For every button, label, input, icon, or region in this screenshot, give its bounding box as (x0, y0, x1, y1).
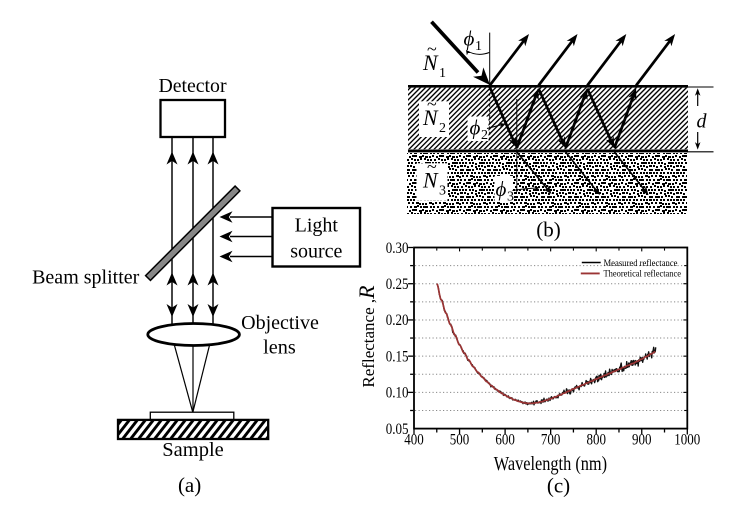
svg-text:0.05: 0.05 (386, 421, 409, 438)
svg-text:ϕ: ϕ (496, 177, 507, 201)
svg-text:Light: Light (295, 215, 339, 237)
svg-text:N: N (422, 106, 439, 130)
svg-text:0.30: 0.30 (386, 240, 409, 257)
svg-text:0.15: 0.15 (386, 348, 409, 365)
svg-text:Objective: Objective (241, 312, 319, 334)
svg-text:ϕ: ϕ (470, 116, 481, 140)
svg-text:1000: 1000 (674, 431, 700, 448)
svg-text:Wavelength (nm): Wavelength (nm) (494, 453, 607, 475)
svg-text:~: ~ (427, 94, 437, 114)
svg-text:~: ~ (427, 39, 437, 59)
svg-text:0.20: 0.20 (386, 312, 409, 329)
svg-text:(a): (a) (178, 473, 201, 497)
svg-text:source: source (290, 241, 342, 263)
svg-text:N: N (422, 168, 439, 192)
svg-text:800: 800 (586, 431, 606, 448)
svg-text:700: 700 (541, 431, 561, 448)
svg-text:600: 600 (495, 431, 515, 448)
svg-text:400: 400 (404, 431, 424, 448)
svg-text:900: 900 (632, 431, 652, 448)
svg-text:500: 500 (450, 431, 470, 448)
svg-text:1: 1 (439, 66, 446, 81)
svg-text:1: 1 (475, 39, 482, 54)
svg-text:2: 2 (481, 128, 488, 143)
svg-text:Reflectance ,R: Reflectance ,R (354, 285, 379, 388)
svg-text:3: 3 (507, 190, 514, 205)
svg-text:Beam splitter: Beam splitter (32, 267, 140, 289)
svg-text:N: N (422, 51, 439, 75)
svg-text:3: 3 (439, 183, 446, 198)
svg-text:0.25: 0.25 (386, 276, 409, 293)
svg-text:ϕ: ϕ (464, 27, 475, 51)
svg-text:lens: lens (263, 337, 296, 359)
svg-text:Measured reflectance: Measured reflectance (604, 258, 678, 268)
svg-text:Sample: Sample (162, 439, 224, 461)
svg-text:~: ~ (427, 156, 437, 176)
svg-text:(c): (c) (547, 474, 570, 498)
svg-text:d: d (697, 111, 708, 133)
svg-text:Detector: Detector (158, 75, 227, 97)
svg-text:Theoretical reflectance: Theoretical reflectance (604, 269, 682, 279)
svg-text:2: 2 (439, 121, 446, 136)
svg-text:0.10: 0.10 (386, 385, 409, 402)
svg-text:(b): (b) (536, 218, 561, 242)
